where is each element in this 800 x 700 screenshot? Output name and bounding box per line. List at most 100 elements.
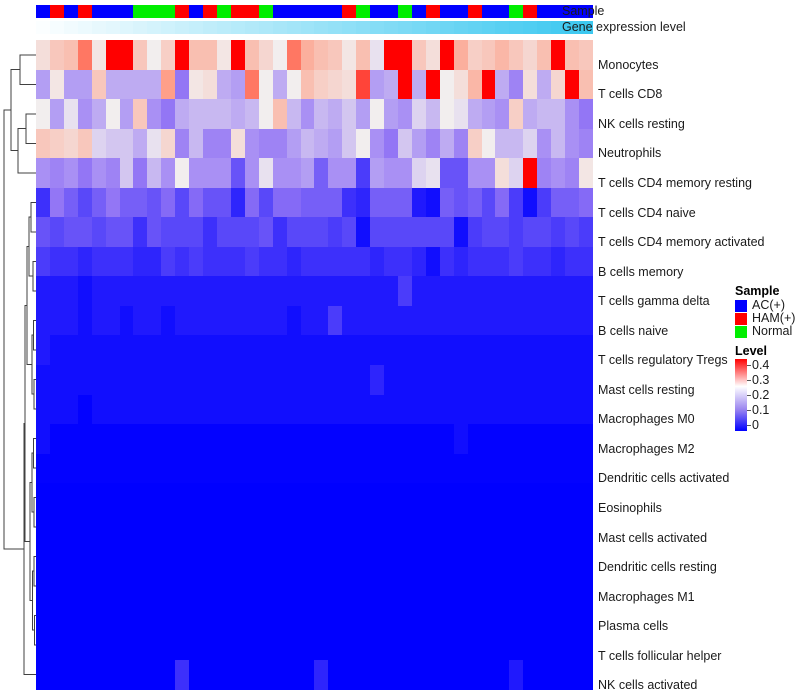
heatmap-cell [189,453,204,484]
heatmap-cell [453,542,468,572]
heatmap-cell [119,571,134,602]
heatmap-cell [203,187,217,218]
heatmap-cell [91,483,106,513]
heatmap-cell [77,424,92,454]
heatmap-cell [439,187,454,218]
heatmap-cell [286,158,301,188]
heatmap-cell [216,69,231,100]
heatmap-cell [425,660,440,690]
heatmap-cell [328,453,343,484]
heatmap-cell [439,424,454,454]
level-tickmark [747,410,751,411]
heatmap-cell [453,276,468,306]
heatmap-cell [244,542,259,572]
heatmap-cell [216,660,231,690]
heatmap-cell [119,512,134,543]
heatmap-cell [36,542,50,572]
gene-expression-annotation-cell [244,21,259,34]
heatmap-cell [495,99,510,129]
heatmap-cell [384,394,398,425]
heatmap-cell [439,483,454,513]
heatmap-cell [481,660,496,690]
heatmap-cell [133,483,148,513]
heatmap-cell [411,335,426,365]
sample-legend-swatch [735,325,747,338]
heatmap-cell [314,394,329,425]
heatmap-cell [300,335,315,365]
heatmap-cell [258,305,273,336]
heatmap-cell [161,394,176,425]
heatmap-cell [300,394,315,425]
heatmap-cell [36,128,50,159]
heatmap-cell [105,217,120,247]
heatmap-cell [523,630,538,661]
heatmap-cell [537,158,552,188]
heatmap-cell [63,158,78,188]
heatmap-cell [565,335,579,365]
heatmap-cell [411,246,426,277]
heatmap-cell [105,158,120,188]
heatmap-cell [565,630,579,661]
heatmap-cell [397,40,412,70]
heatmap-cell [244,601,259,631]
heatmap-cell [216,305,231,336]
heatmap-cell [77,630,92,661]
heatmap-cell [495,276,510,306]
heatmap-cell [509,424,524,454]
heatmap-cell [244,335,259,365]
heatmap-cell [105,660,120,690]
heatmap-cell [523,335,538,365]
heatmap-cell [425,305,440,336]
heatmap-cell [467,660,482,690]
heatmap-cell [300,69,315,100]
heatmap-cell [439,630,454,661]
heatmap-cell [189,542,204,572]
heatmap-cell [411,512,426,543]
gene-expression-annotation-cell [216,21,231,34]
heatmap-cell [425,601,440,631]
heatmap-cell [397,335,412,365]
heatmap-cell [286,217,301,247]
heatmap-cell [175,571,190,602]
sample-annotation-cell [49,5,64,18]
heatmap-cell [216,424,231,454]
heatmap-cell [467,542,482,572]
heatmap-cell [523,571,538,602]
heatmap-cell [314,660,329,690]
heatmap-cell [189,276,204,306]
heatmap-cell [286,630,301,661]
heatmap-cell [565,660,579,690]
heatmap-cell [119,630,134,661]
sample-annotation-cell [314,5,329,18]
heatmap-cell [286,571,301,602]
heatmap-cell [509,187,524,218]
heatmap-cell [133,453,148,484]
heatmap-cell [509,158,524,188]
heatmap-cell [565,394,579,425]
row-label: NK cells activated [598,678,698,693]
heatmap-cell [272,187,287,218]
heatmap-cell [272,601,287,631]
heatmap-cell [77,571,92,602]
heatmap-cell [565,542,579,572]
heatmap-cell [244,40,259,70]
heatmap-cell [439,453,454,484]
heatmap-cell [425,187,440,218]
heatmap-cell [356,335,371,365]
sample-annotation-cell [189,5,204,18]
level-tick-label: 0.4 [752,357,770,372]
heatmap-cell [411,630,426,661]
heatmap-cell [258,217,273,247]
sample-annotation-cell [77,5,92,18]
heatmap-cell [175,69,190,100]
heatmap-cell [509,483,524,513]
heatmap-cell [175,187,190,218]
heatmap-cell [328,246,343,277]
sample-annotation-cell [578,5,593,18]
sample-annotation-cell [119,5,134,18]
heatmap-cell [36,365,50,395]
heatmap-cell [523,365,538,395]
heatmap-cell [370,158,385,188]
heatmap-cell [342,40,357,70]
level-legend-title: Level [735,344,767,358]
